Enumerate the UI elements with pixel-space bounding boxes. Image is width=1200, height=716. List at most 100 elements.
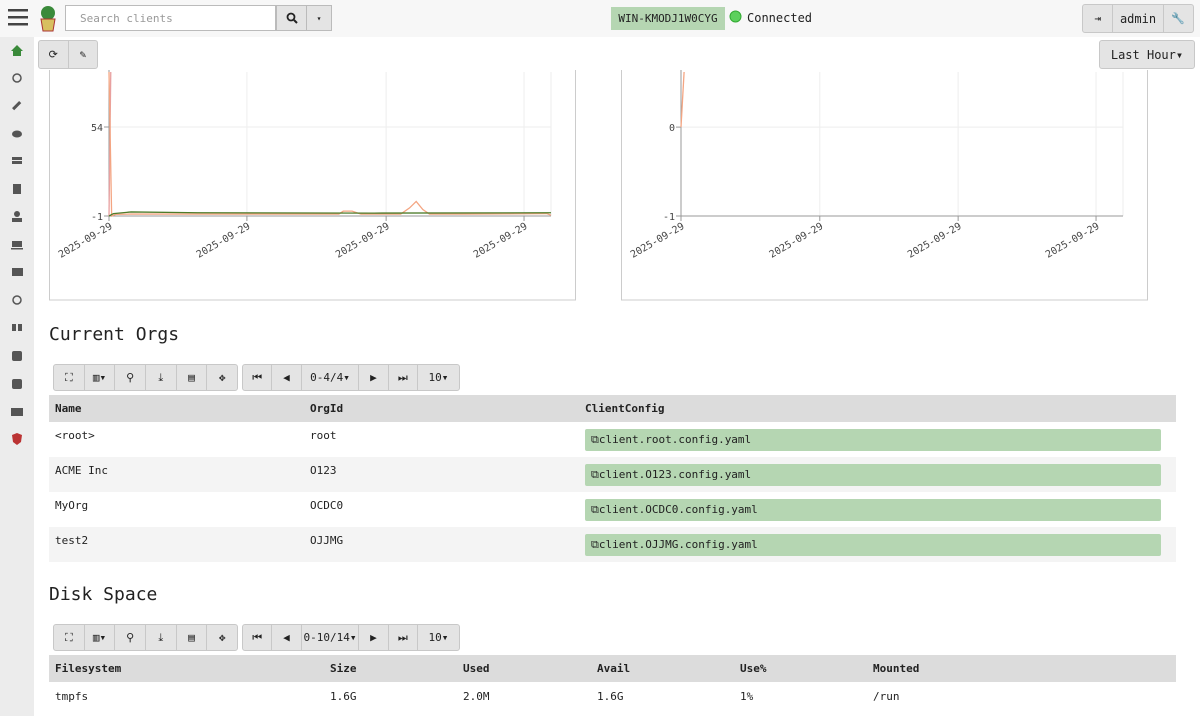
page-size: 10 (428, 631, 442, 644)
table-cell: 1.6G (591, 682, 734, 710)
pager-button[interactable]: 10 ▾ (428, 631, 449, 644)
search-input[interactable]: Search clients (65, 5, 276, 31)
config-link[interactable]: ⧉ client.OJJMG.config.yaml (585, 533, 1161, 556)
tool-button[interactable]: ▥▾ (85, 365, 116, 390)
pager: ⏮ ◀ 0-10/14 ▾ ▶ ⏭ 10 ▾ (242, 624, 460, 651)
table-cell: <root> (49, 422, 304, 457)
tool-button[interactable]: ✥ (218, 631, 226, 644)
cell-text: test2 (55, 534, 89, 547)
table-row: ACME Inc O123 ⧉ client.O123.config.yaml (49, 457, 1176, 492)
column-header: Name (49, 395, 304, 422)
table-cell: 2.0M (457, 682, 591, 710)
cell-text: MyOrg (55, 499, 89, 512)
column-header: Filesystem (49, 655, 324, 682)
table-cell: ⧉ client.OJJMG.config.yaml (579, 527, 1176, 562)
logout[interactable]: ⇥ (1083, 5, 1114, 32)
sidebar (0, 9, 34, 716)
series-line (680, 71, 685, 128)
column-header: Mounted (867, 655, 1176, 682)
column-header: Avail (591, 655, 734, 682)
toolbar: ⟳ ✎ (38, 40, 98, 69)
table: Name OrgId ClientConfig <root> root ⧉ client.… (49, 395, 1176, 562)
pager-button[interactable]: 0-4/4 ▾ (302, 365, 360, 390)
user[interactable]: admin (1113, 5, 1164, 32)
cell-text: ACME Inc (55, 464, 108, 477)
tool-button[interactable]: ⚲ (115, 625, 147, 650)
settings[interactable]: 🔧 (1171, 12, 1186, 25)
pager-button[interactable]: ▶ (359, 365, 389, 390)
series-line (108, 71, 552, 217)
config-link[interactable]: ⧉ client.OCDC0.config.yaml (585, 498, 1161, 521)
tool-button[interactable]: ⤓ (146, 365, 177, 390)
y-tick-label: 54 (91, 123, 103, 134)
user-group: ⇥ admin 🔧 (1082, 4, 1194, 33)
tool-button[interactable]: ▤ (177, 365, 208, 390)
table: Filesystem Size Used Avail Use% Mounted tmpfs 1… (49, 655, 1176, 710)
column-header: ClientConfig (579, 395, 1176, 422)
cell-text: 1.6G (330, 689, 357, 703)
refresh[interactable]: ⟳ (39, 41, 69, 68)
tool-button[interactable]: ▤ (177, 625, 208, 650)
pager-button[interactable]: ◀ (272, 365, 302, 390)
time-range-label: Last Hour (1110, 47, 1176, 62)
table-cell: OCDC0 (304, 492, 579, 527)
y-tick-label: 0 (669, 123, 675, 134)
y-tick-label: -1 (91, 212, 103, 223)
pager-button[interactable]: 0-10/14 ▾ (302, 625, 360, 650)
config-file: client.O123.config.yaml (598, 468, 752, 481)
pager-button[interactable]: ⏭ (389, 365, 418, 390)
pager-button[interactable]: ▶ (359, 625, 389, 650)
table-cell: root (304, 422, 579, 457)
search-button[interactable] (276, 5, 307, 31)
status-icon (729, 10, 742, 23)
table-cell: 1% (734, 682, 867, 710)
tool-button[interactable]: ⛶ (54, 625, 85, 650)
config-file: client.root.config.yaml (598, 433, 752, 446)
config-link[interactable]: ⧉ client.O123.config.yaml (585, 463, 1161, 486)
config-file: client.OCDC0.config.yaml (598, 503, 758, 516)
table-cell: ACME Inc (49, 457, 304, 492)
pager-button[interactable]: ⏮ (243, 625, 273, 650)
pager-range: 0-10/14 (303, 631, 350, 644)
chart-box (621, 70, 1148, 301)
table-cell: /run (867, 682, 1176, 710)
table-cell: MyOrg (49, 492, 304, 527)
column-header: Size (324, 655, 457, 682)
section-title: Current Orgs (49, 324, 180, 345)
tool-button[interactable]: ▥▾ (85, 625, 116, 650)
search-dropdown[interactable]: ▾ (306, 5, 332, 31)
cell-text: /run (873, 689, 900, 703)
y-tick-label: -1 (663, 212, 675, 223)
pager-range: 0-4/4 (310, 371, 344, 384)
time-range[interactable]: Last Hour ▾ (1099, 40, 1195, 69)
table-cell: test2 (49, 527, 304, 562)
tool-button[interactable]: ⛶ (54, 365, 85, 390)
pager-button[interactable]: ◀ (272, 625, 302, 650)
hostname[interactable]: WIN-KMODJ1W0CYG (611, 7, 725, 30)
table-cell: 1.6G (324, 682, 457, 710)
tool-button[interactable]: ⚲ (115, 365, 147, 390)
pager: ⏮ ◀ 0-4/4 ▾ ▶ ⏭ 10 ▾ (242, 364, 460, 391)
status: Connected (747, 11, 813, 25)
edit[interactable]: ✎ (79, 48, 87, 61)
pager-button[interactable]: ⏮ (243, 365, 273, 390)
cell-text: 1% (740, 689, 754, 703)
table-cell: ⧉ client.O123.config.yaml (579, 457, 1176, 492)
tool-button[interactable]: ⤓ (146, 625, 177, 650)
logo (40, 6, 56, 32)
chart-box (49, 70, 576, 301)
config-link[interactable]: ⧉ client.root.config.yaml (585, 428, 1161, 451)
page-size: 10 (428, 371, 442, 384)
pager-button[interactable]: ⏭ (389, 625, 418, 650)
table-toolbar: ⛶ ▥▾ ⚲ ⤓ ▤ ✥ (53, 624, 238, 651)
column-header: Use% (734, 655, 867, 682)
table-cell: ⧉ client.OCDC0.config.yaml (579, 492, 1176, 527)
tool-button[interactable]: ✥ (218, 371, 226, 384)
pager-button[interactable]: 10 ▾ (428, 371, 449, 384)
cell-text: 1.6G (597, 689, 624, 703)
table-toolbar: ⛶ ▥▾ ⚲ ⤓ ▤ ✥ (53, 364, 238, 391)
config-file: client.OJJMG.config.yaml (598, 538, 758, 551)
section-title: Disk Space (49, 584, 158, 605)
table-row: test2 OJJMG ⧉ client.OJJMG.config.yaml (49, 527, 1176, 562)
